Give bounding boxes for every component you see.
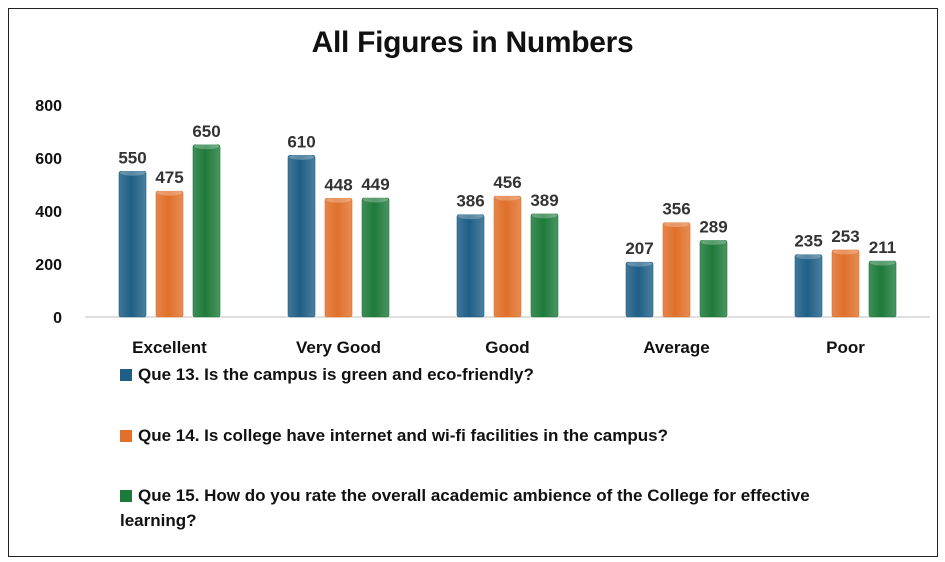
data-label: 475	[155, 168, 183, 187]
legend-swatch-que13	[120, 369, 132, 381]
data-labels-group: 550 475 650 610 448 449 386 456 389 207 356 289 235 2…	[118, 122, 896, 258]
bar-top-highlight	[157, 189, 182, 196]
data-label: 207	[625, 239, 653, 258]
bar-top-highlight	[627, 260, 652, 267]
bar-que13-poor	[794, 254, 823, 318]
bar-que15-very-good	[361, 197, 390, 318]
y-axis: 0 200 400 600 800	[35, 98, 62, 327]
x-tick-label: Average	[643, 338, 709, 357]
data-label: 449	[361, 175, 389, 194]
data-label: 650	[192, 122, 220, 141]
bar-que14-good	[493, 195, 522, 318]
bar-que13-average	[625, 261, 654, 318]
data-label: 550	[118, 148, 146, 167]
data-label: 211	[869, 238, 896, 257]
bar-top-highlight	[833, 248, 858, 255]
chart-title: All Figures in Numbers	[311, 26, 634, 59]
y-tick-label: 200	[35, 257, 62, 274]
y-tick-label: 800	[35, 98, 62, 115]
bar-que15-good	[530, 213, 559, 318]
data-label: 389	[530, 191, 558, 210]
bar-que15-poor	[868, 260, 897, 318]
x-tick-label: Excellent	[132, 338, 207, 357]
legend-swatch-que15	[120, 490, 132, 502]
y-tick-label: 0	[53, 310, 62, 327]
data-label: 386	[456, 192, 484, 211]
bar-top-highlight	[532, 212, 557, 219]
legend-label-que15: Que 15. How do you rate the overall acad…	[120, 486, 810, 530]
bar-top-highlight	[458, 213, 483, 220]
data-label: 456	[493, 173, 521, 192]
bar-que13-good	[456, 214, 485, 318]
data-label: 610	[287, 132, 315, 151]
data-label: 235	[794, 232, 822, 251]
legend-label-que14: Que 14. Is college have internet and wi-…	[138, 426, 668, 445]
data-label: 253	[831, 227, 859, 246]
bar-que13-excellent	[118, 170, 147, 318]
data-label: 356	[662, 200, 690, 219]
bar-que14-excellent	[155, 190, 184, 318]
x-tick-label: Very Good	[296, 338, 381, 357]
legend-item-que14: Que 14. Is college have internet and wi-…	[120, 423, 880, 448]
bar-top-highlight	[326, 196, 351, 203]
legend-item-que15: Que 15. How do you rate the overall acad…	[120, 483, 880, 533]
x-axis: Excellent Very Good Good Average Poor	[132, 338, 865, 357]
bar-top-highlight	[796, 253, 821, 260]
bar-top-highlight	[289, 153, 314, 160]
y-tick-label: 400	[35, 204, 62, 221]
x-tick-label: Poor	[826, 338, 865, 357]
bar-top-highlight	[120, 169, 145, 176]
bar-top-highlight	[363, 196, 388, 203]
bar-que15-average	[699, 240, 728, 318]
legend-label-que13: Que 13. Is the campus is green and eco-f…	[138, 365, 534, 384]
bar-top-highlight	[701, 238, 726, 245]
legend-swatch-que14	[120, 430, 132, 442]
bars-group	[118, 143, 897, 318]
bar-top-highlight	[664, 221, 689, 228]
legend-item-que13: Que 13. Is the campus is green and eco-f…	[120, 362, 880, 387]
x-tick-label: Good	[485, 338, 529, 357]
bar-top-highlight	[870, 259, 895, 266]
y-tick-label: 600	[35, 151, 62, 168]
bar-que13-very-good	[287, 155, 316, 318]
bar-que14-very-good	[324, 197, 353, 318]
bar-que15-excellent	[192, 144, 221, 318]
bar-que14-average	[662, 222, 691, 318]
bar-top-highlight	[194, 143, 219, 150]
bar-top-highlight	[495, 194, 520, 201]
data-label: 289	[699, 217, 727, 236]
data-label: 448	[324, 175, 352, 194]
bar-que14-poor	[831, 249, 860, 318]
